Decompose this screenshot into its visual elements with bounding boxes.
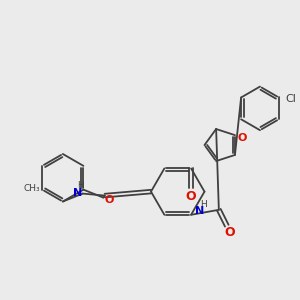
Text: CH₃: CH₃ [23,184,40,193]
Text: N: N [73,188,82,198]
Text: O: O [237,133,247,143]
Text: H: H [77,181,84,190]
Text: H: H [200,200,206,209]
Text: O: O [104,194,114,205]
Text: N: N [195,206,205,216]
Text: O: O [224,226,235,239]
Text: O: O [186,190,196,203]
Text: Cl: Cl [285,94,296,104]
